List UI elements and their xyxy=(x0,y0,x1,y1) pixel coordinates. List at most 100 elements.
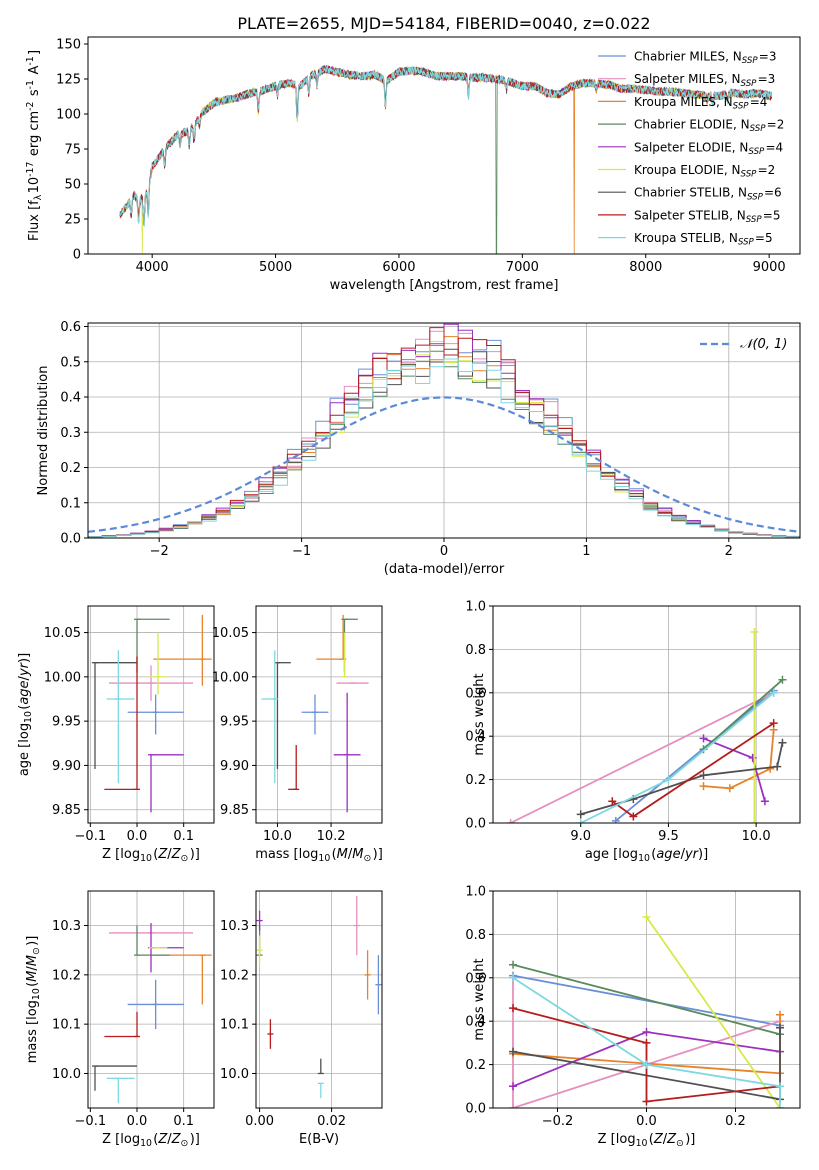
weight-marker xyxy=(725,784,734,793)
weight-marker xyxy=(509,960,518,969)
y-tick-label: 9.90 xyxy=(220,759,249,774)
x-tick-label: 9.0 xyxy=(570,829,591,844)
weight-marker xyxy=(608,797,617,806)
weight-marker xyxy=(642,1060,651,1069)
axes-frame xyxy=(87,605,215,824)
panel-weight-vs-Z: −0.2 0.0 0.2 0.0 0.2 0.4 0.6 0.8 1.0 Z [log10 (Z/… xyxy=(465,885,801,1149)
y-tick-label: 9.95 xyxy=(220,715,249,730)
y-tick-label: 0.8 xyxy=(465,643,486,658)
weight-marker xyxy=(642,1028,651,1037)
weight-marker xyxy=(509,973,518,982)
y-tick-label: 10.0 xyxy=(220,1067,249,1082)
x-tick-label: −2 xyxy=(150,544,169,559)
plot-area xyxy=(92,923,212,1104)
weight-marker xyxy=(778,738,787,747)
legend-label: Salpeter ELODIE, NSSP =4 xyxy=(634,140,783,157)
weight-line xyxy=(510,691,775,823)
axes-frame xyxy=(255,605,383,824)
y-tick-label: 0.4 xyxy=(60,391,81,406)
y-tick-label: 1.0 xyxy=(465,885,486,900)
weight-marker xyxy=(509,1047,518,1056)
y-tick-label: 0.6 xyxy=(465,686,486,701)
weight-marker xyxy=(642,913,651,922)
y-tick-label: 0.8 xyxy=(465,928,486,943)
y-tick-label: 9.95 xyxy=(52,715,81,730)
x-axis-label: Z [log10 (Z/Z⊙ )] xyxy=(102,1132,200,1149)
y-tick-label: 0.0 xyxy=(60,532,81,547)
x-tick-label: 0.00 xyxy=(245,1114,274,1129)
y-tick-label: 10.2 xyxy=(220,968,249,983)
legend: Chabrier MILES, NSSP =3 Salpeter MILES, N… xyxy=(598,50,784,248)
weight-marker xyxy=(775,1104,784,1108)
y-axis-label: mass [log10 (M/M⊙ )] xyxy=(25,936,42,1064)
y-axis-label: age [log10 (age/yr)] xyxy=(17,653,34,776)
x-tick-label: 7000 xyxy=(506,260,539,275)
y-tick-label: 10.3 xyxy=(220,919,249,934)
panel-age-vs-Z: −0.1 0.0 0.1 9.85 9.90 9.95 10.00 10.05 Z [log10… xyxy=(17,605,215,864)
panel-mass-vs-ebv: 0.00 0.02 10.0 10.1 10.2 10.3 E(B-V) xyxy=(220,890,383,1147)
y-tick-label: 0 xyxy=(73,248,81,263)
weight-marker xyxy=(509,1004,518,1013)
panel-residuals: −2 −1 0 1 2 0.0 0.1 0.2 0.3 0.4 0.5 0.6 (data-model)… xyxy=(36,320,801,577)
weight-marker xyxy=(509,1104,518,1108)
weight-marker xyxy=(766,764,775,773)
axes-frame xyxy=(87,36,801,255)
weight-line xyxy=(512,977,781,1108)
x-axis-label: Z [log10 (Z/Z⊙ )] xyxy=(598,1132,696,1149)
y-tick-label: 9.85 xyxy=(52,803,81,818)
x-tick-label: 9.5 xyxy=(658,829,679,844)
y-tick-label: 10.05 xyxy=(44,626,81,641)
y-tick-label: 0.4 xyxy=(465,1015,486,1030)
weight-line xyxy=(645,916,781,1108)
y-tick-label: 100 xyxy=(56,108,81,123)
x-tick-label: 0.0 xyxy=(127,829,148,844)
weight-marker xyxy=(769,719,778,728)
x-tick-label: 5000 xyxy=(259,260,292,275)
y-tick-label: 10.2 xyxy=(52,968,81,983)
weight-marker xyxy=(775,1010,784,1019)
y-tick-label: 0.6 xyxy=(60,320,81,335)
x-tick-label: 1 xyxy=(582,544,590,559)
y-axis-label: Normed distribution xyxy=(36,366,51,496)
weight-marker xyxy=(699,771,708,780)
weight-line xyxy=(512,963,781,1036)
x-tick-label: 0.1 xyxy=(173,829,194,844)
x-tick-label: −0.2 xyxy=(542,1114,574,1129)
axes-frame xyxy=(255,890,383,1109)
x-axis-label: mass [log10 (M/M⊙ )] xyxy=(255,847,383,864)
weight-marker xyxy=(769,688,778,697)
plot-area xyxy=(506,628,787,823)
panel-mass-vs-Z: −0.1 0.0 0.1 10.0 10.1 10.2 10.3 Z [log10 (Z/Z⊙… xyxy=(25,890,215,1149)
weight-marker xyxy=(664,775,673,784)
y-tick-label: 125 xyxy=(56,73,81,88)
x-tick-label: −0.1 xyxy=(75,829,107,844)
weight-line xyxy=(512,974,781,1027)
y-tick-label: 75 xyxy=(64,143,81,158)
y-tick-label: 10.0 xyxy=(52,1067,81,1082)
y-tick-label: 0.6 xyxy=(465,971,486,986)
weight-line xyxy=(703,729,775,790)
weight-marker xyxy=(775,1023,784,1032)
y-tick-label: 0.5 xyxy=(60,355,81,370)
weight-line xyxy=(702,679,784,750)
x-tick-label: 8000 xyxy=(629,260,662,275)
x-tick-label: 0.02 xyxy=(317,1114,346,1129)
x-axis-label: (data-model)/error xyxy=(384,562,505,577)
y-axis-label: Flux [fλ 10-17 erg cm-2 s-1 A-1 ] xyxy=(25,50,44,241)
axes-frame xyxy=(492,605,801,824)
x-tick-label: 4000 xyxy=(136,260,169,275)
weight-marker xyxy=(576,810,585,819)
x-axis-label: E(B-V) xyxy=(299,1132,339,1147)
x-tick-label: 9000 xyxy=(753,260,786,275)
weight-line xyxy=(512,1007,781,1103)
plot-area xyxy=(261,614,369,813)
weight-line xyxy=(615,689,775,822)
y-tick-label: 0.1 xyxy=(60,496,81,511)
y-tick-label: 9.90 xyxy=(52,759,81,774)
x-tick-label: 6000 xyxy=(382,260,415,275)
weight-marker xyxy=(699,734,708,743)
y-tick-label: 10.05 xyxy=(212,626,249,641)
y-tick-label: 0.2 xyxy=(60,461,81,476)
weight-marker xyxy=(775,1082,784,1091)
x-tick-label: 0.0 xyxy=(636,1114,657,1129)
